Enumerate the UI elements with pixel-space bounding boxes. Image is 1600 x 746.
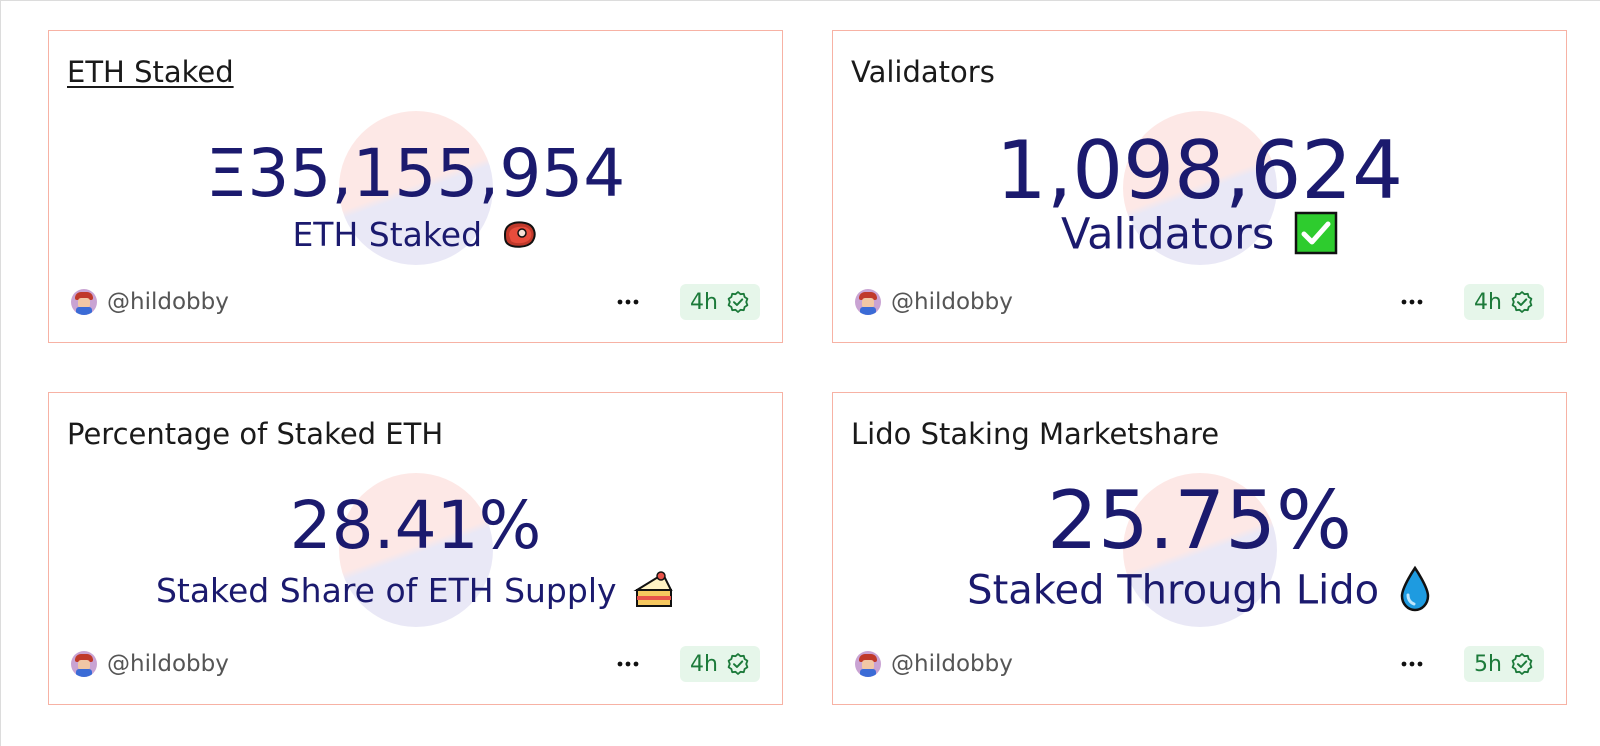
author-name: @hildobby [891, 651, 1013, 677]
freshness-badge[interactable]: 4h [680, 646, 760, 682]
card-title[interactable]: Percentage of Staked ETH [67, 417, 444, 451]
verified-check-icon [1511, 291, 1533, 313]
author-name: @hildobby [107, 289, 229, 315]
badge-age: 4h [690, 289, 718, 315]
more-options-button[interactable] [614, 650, 642, 678]
badge-age: 4h [690, 651, 718, 677]
badge-age: 5h [1474, 651, 1502, 677]
counter-label: Staked Share of ETH Supply [155, 571, 617, 610]
more-options-button[interactable] [1398, 650, 1426, 678]
meat-icon [499, 218, 539, 255]
watermark-logo [338, 111, 493, 265]
ellipsis-icon [617, 299, 639, 305]
counter-label: Staked Through Lido [967, 567, 1380, 614]
badge-age: 4h [1474, 289, 1502, 315]
ellipsis-icon [617, 661, 639, 667]
verified-check-icon [727, 291, 749, 313]
watermark-logo [1122, 473, 1277, 627]
card-footer: @hildobby 4h [855, 284, 1544, 320]
avatar [71, 289, 97, 315]
watermark-logo [1122, 111, 1277, 265]
card-footer: @hildobby 5h [855, 646, 1544, 682]
avatar [71, 651, 97, 677]
more-options-button[interactable] [614, 288, 642, 316]
freshness-badge[interactable]: 5h [1464, 646, 1544, 682]
counter-card-lido-marketshare: Lido Staking Marketshare 25.75% Staked T… [832, 392, 1567, 705]
author-link[interactable]: @hildobby [855, 649, 1013, 679]
counter-value: Ξ35,155,954 [205, 135, 626, 212]
counter-label: Validators [1061, 209, 1275, 260]
avatar [855, 289, 881, 315]
author-link[interactable]: @hildobby [855, 287, 1013, 317]
check-mark-button-icon [1294, 211, 1338, 263]
author-link[interactable]: @hildobby [71, 287, 229, 317]
counter-value: 1,098,624 [995, 124, 1404, 217]
watermark-logo [338, 473, 493, 627]
ellipsis-icon [1401, 661, 1423, 667]
more-options-button[interactable] [1398, 288, 1426, 316]
verified-check-icon [727, 653, 749, 675]
counter-value: 25.75% [1046, 474, 1353, 567]
freshness-badge[interactable]: 4h [1464, 284, 1544, 320]
card-title[interactable]: Validators [851, 55, 995, 89]
freshness-badge[interactable]: 4h [680, 284, 760, 320]
card-title[interactable]: Lido Staking Marketshare [851, 417, 1220, 451]
author-name: @hildobby [891, 289, 1013, 315]
card-footer: @hildobby 4h [71, 284, 760, 320]
author-link[interactable]: @hildobby [71, 649, 229, 679]
card-title[interactable]: ETH Staked [67, 55, 234, 89]
author-name: @hildobby [107, 651, 229, 677]
counter-card-validators: Validators 1,098,624 Validators @hildobb… [832, 30, 1567, 343]
card-footer: @hildobby 4h [71, 646, 760, 682]
droplet-icon [1398, 565, 1432, 620]
counter-card-percentage-staked: Percentage of Staked ETH 28.41% Staked S… [48, 392, 783, 705]
verified-check-icon [1511, 653, 1533, 675]
ellipsis-icon [1401, 299, 1423, 305]
avatar [855, 651, 881, 677]
counter-value: 28.41% [289, 487, 542, 564]
counter-label: ETH Staked [292, 215, 483, 254]
cake-slice-icon [633, 570, 675, 615]
counter-card-eth-staked: ETH Staked Ξ35,155,954 ETH Staked [48, 30, 783, 343]
